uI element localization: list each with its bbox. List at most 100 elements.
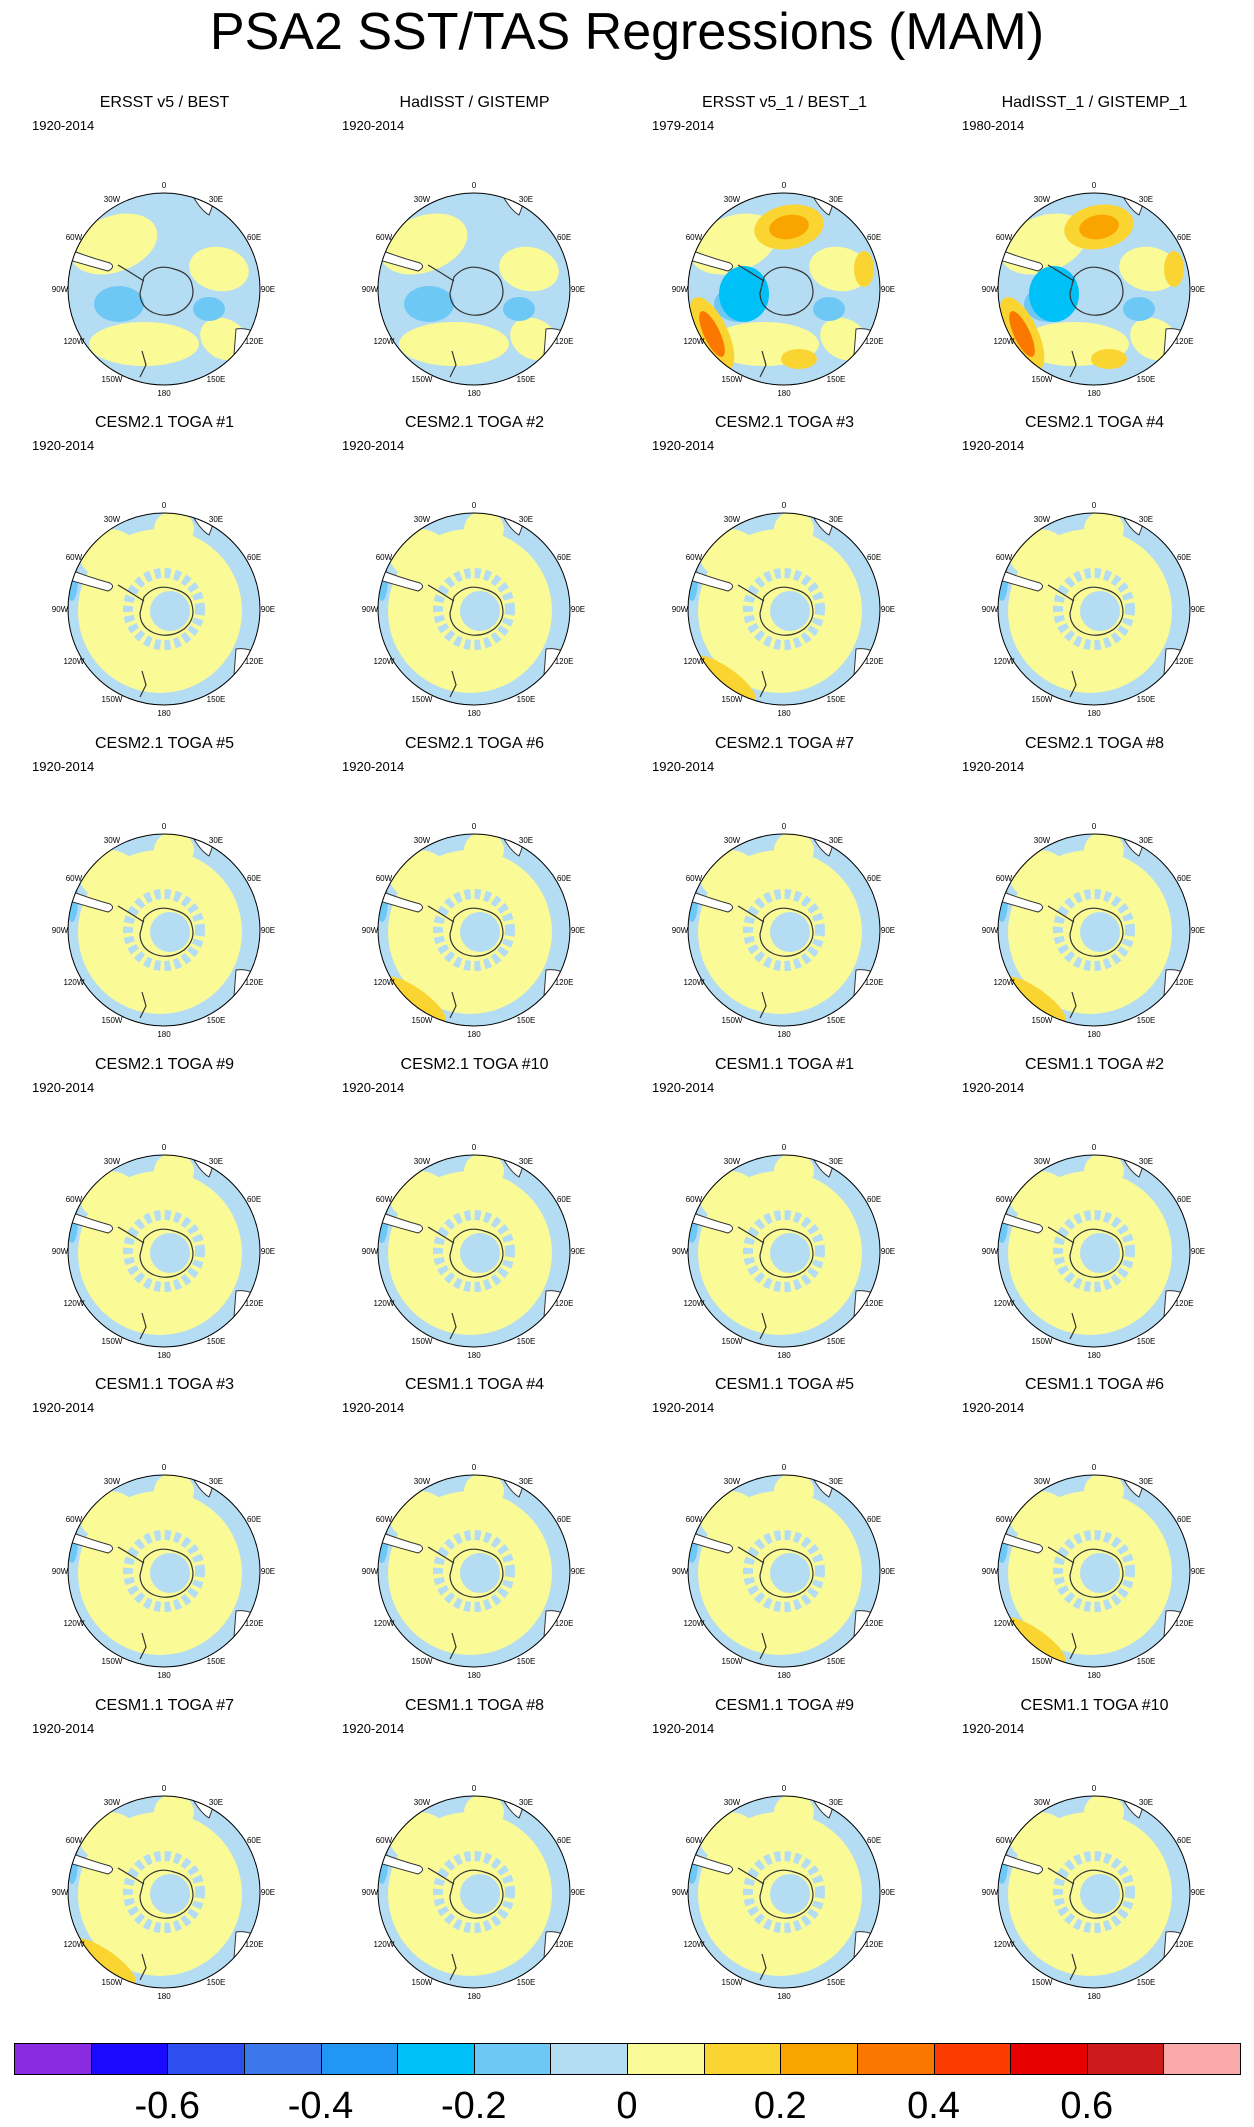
antarctica-coastline [759,1228,814,1278]
longitude-label: 120W [993,1299,1014,1308]
map-panel: ERSST v5_1 / BEST_1 1979-2014 0 30E 60E 90E 12… [628,94,941,415]
longitude-label: 30W [1034,836,1051,845]
australia-coastline [1163,1610,1190,1648]
south-america-coastline [998,568,1044,592]
longitude-label: 120W [373,1940,394,1949]
longitude-label: 30E [829,1798,843,1807]
map-frame [687,1154,881,1348]
longitude-label: 30W [1034,1477,1051,1486]
antarctic-peninsula [117,264,145,282]
south-america-coastline [998,1210,1044,1234]
positive-anomaly [1009,1812,1069,1862]
colorbar-swatch [1086,2043,1165,2075]
negative-anomaly [743,1210,825,1292]
longitude-label: 60E [1177,1195,1191,1204]
regression-field [68,513,260,705]
positive-anomaly [1009,1171,1069,1221]
regression-field [998,1475,1190,1667]
positive-anomaly [774,1475,814,1509]
map-panel: CESM2.1 TOGA #10 1920-2014 0 30E 60E 90E 120E 1… [318,1056,631,1377]
longitude-label: 0 [472,501,477,510]
negative-anomaly [743,568,825,650]
positive-anomaly [189,246,249,292]
colorbar-swatch [1010,2043,1088,2075]
longitude-label: 60E [557,1836,571,1845]
australia-coastline [853,1290,880,1328]
longitude-label: 0 [782,181,787,190]
longitude-label: 150E [827,695,846,704]
regression-field [378,193,570,385]
map-panel: CESM2.1 TOGA #7 1920-2014 0 30E 60E 90E 120E 15… [628,735,941,1056]
regression-field [998,834,1190,1026]
longitude-label: 120W [683,1299,704,1308]
longitude-label: 120E [1175,657,1194,666]
australia-coastline [853,1610,880,1648]
negative-anomaly [123,1851,205,1933]
longitude-label: 120E [245,1299,264,1308]
panel-period: 1920-2014 [342,1400,405,1415]
longitude-label: 180 [467,1992,481,2001]
longitude-label: 120W [63,978,84,987]
positive-anomaly [809,246,869,292]
longitude-label: 60W [686,874,703,883]
panel-period: 1920-2014 [962,1721,1025,1736]
longitude-label: 120E [865,978,884,987]
australia-coastline [543,648,570,686]
panel-title: CESM1.1 TOGA #8 [404,1697,545,1714]
panel-period: 1979-2014 [652,118,715,133]
positive-anomaly [154,513,194,547]
longitude-label: 0 [1092,822,1097,831]
map-frame [997,833,1191,1027]
map-panel: HadISST / GISTEMP 1920-2014 0 30E 60E 90E 120E… [318,94,631,415]
colorbar-swatch [1163,2043,1241,2075]
map-frame [377,833,571,1027]
new-zealand-coastline [1069,670,1077,698]
longitude-label: 180 [157,709,171,718]
longitude-label: 120W [683,1940,704,1949]
longitude-label: 120W [63,337,84,346]
colorbar-swatch [550,2043,628,2075]
longitude-label: 60W [376,233,393,242]
colorbar-tick-label: -0.4 [287,2085,354,2127]
longitude-label: 120W [63,1619,84,1628]
antarctic-peninsula [427,1226,455,1244]
positive-anomaly [1084,1796,1124,1830]
negative-anomaly [1080,1874,1120,1914]
positive-anomaly [1091,349,1127,369]
negative-anomaly [1080,912,1120,952]
longitude-label: 60E [557,233,571,242]
longitude-label: 150E [1137,695,1156,704]
longitude-label: 30W [1034,195,1051,204]
longitude-label: 30E [1139,1477,1153,1486]
positive-anomaly [1009,311,1035,357]
south-america-coastline [378,1851,424,1875]
longitude-label: 120E [555,657,574,666]
longitude-label: 150E [827,1978,846,1987]
antarctica-coastline [759,586,814,636]
longitude-label: 90E [881,1567,895,1576]
positive-anomaly [464,834,504,868]
negative-anomaly [150,591,190,631]
antarctic-peninsula [117,1867,145,1885]
polar-stereographic-map: 0 30E 60E 90E 120E 150E 180 150W 120W 90W 60W 30W [362,1784,585,2001]
longitude-label: 60E [247,874,261,883]
longitude-label: 90E [1191,285,1205,294]
longitude-label: 60W [686,1836,703,1845]
negative-anomaly [460,1874,500,1914]
panel-period: 1920-2014 [32,1721,95,1736]
antarctic-peninsula [737,264,765,282]
longitude-label: 90E [571,926,585,935]
longitude-label: 0 [472,181,477,190]
new-zealand-coastline [139,1953,147,1981]
longitude-label: 150E [827,1337,846,1346]
antarctic-peninsula [737,905,765,923]
antarctic-peninsula [1047,905,1075,923]
panel-title: CESM1.1 TOGA #1 [714,1056,855,1073]
longitude-label: 180 [777,709,791,718]
panel-title: CESM1.1 TOGA #6 [1024,1376,1165,1393]
longitude-label: 120W [993,1619,1014,1628]
panel-period: 1920-2014 [32,438,95,453]
south-america-coastline [68,568,114,592]
longitude-label: 120E [865,1299,884,1308]
positive-anomaly [1009,529,1069,579]
